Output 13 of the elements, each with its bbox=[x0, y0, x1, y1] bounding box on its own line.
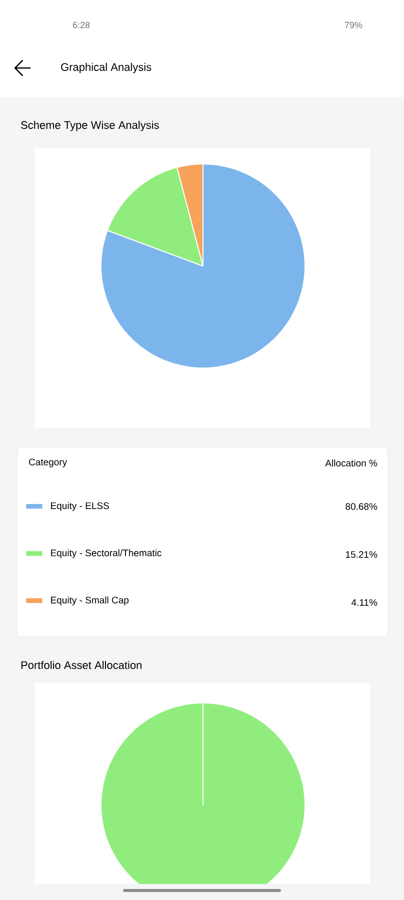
legend-label: Equity - Sectoral/Thematic bbox=[51, 549, 162, 558]
data-label: 80.68% bbox=[346, 503, 378, 510]
data-label: 15.21% bbox=[346, 551, 378, 558]
legend-title: Category bbox=[29, 458, 68, 468]
text: 6:28 bbox=[72, 22, 90, 28]
text: 79% bbox=[344, 22, 362, 28]
text: Allocation % bbox=[325, 460, 378, 466]
legend-label: Equity - Small Cap bbox=[51, 596, 129, 606]
text: Graphical Analysis bbox=[61, 62, 152, 74]
legend-label: Equity - ELSS bbox=[51, 502, 109, 511]
chart-title: Scheme Type Wise Analysis bbox=[21, 120, 159, 132]
data-label: 4.11% bbox=[351, 599, 378, 606]
chart-title: Portfolio Asset Allocation bbox=[21, 660, 142, 670]
